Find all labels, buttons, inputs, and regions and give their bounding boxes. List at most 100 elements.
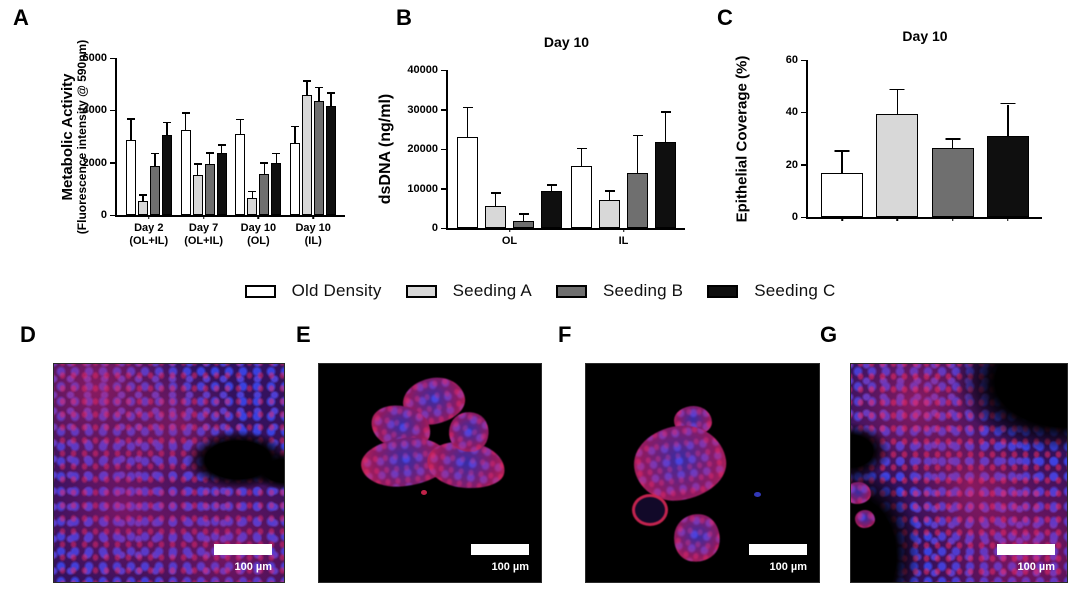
- cell-cluster: [851, 482, 871, 504]
- legend-item-seeding-c: Seeding C: [707, 281, 835, 301]
- bar-slot: [271, 58, 282, 215]
- y-axis-label: Epithelial Coverage (%): [734, 55, 751, 222]
- legend-swatch: [555, 284, 587, 298]
- y-tick-label: 60: [785, 54, 798, 66]
- bar-slot: [513, 70, 534, 228]
- y-tick-mark: [110, 109, 115, 112]
- error-bar-cap: [490, 192, 501, 194]
- error-bar-cap: [632, 134, 643, 137]
- error-bar-line: [275, 154, 278, 164]
- x-category-label: IL: [618, 235, 629, 247]
- bar: [571, 166, 592, 228]
- y-axis-line: [446, 70, 448, 230]
- y-tick-mark: [441, 109, 446, 111]
- chart-legend: Old Density Seeding A Seeding B Seeding C: [0, 281, 1080, 301]
- error-bar-line: [841, 151, 843, 173]
- bar-slot: [627, 70, 648, 228]
- y-tick-mark: [801, 111, 806, 114]
- panel-letter-G: G: [820, 322, 838, 347]
- error-bar-cap: [889, 88, 905, 91]
- x-category-label: Day 2 (OL+IL): [129, 222, 169, 247]
- bar-slot: [541, 70, 562, 228]
- y-tick-mark: [801, 164, 806, 166]
- y-tick-mark: [801, 216, 806, 218]
- x-tick-mark: [841, 217, 843, 221]
- bar: [821, 172, 864, 217]
- bar: [247, 198, 258, 215]
- x-tick-mark: [1007, 217, 1009, 221]
- error-bar-line: [608, 191, 611, 200]
- error-bar-line: [896, 90, 899, 114]
- cell-cluster: [670, 510, 724, 566]
- panel-letter-C: C: [717, 5, 733, 30]
- bar-slot: [655, 70, 676, 228]
- error-bar-cap: [327, 92, 336, 94]
- error-bar-line: [166, 123, 168, 136]
- y-axis-label-line2: (Fluorescence intensity @ 590nm): [75, 39, 89, 234]
- bar-slot: [326, 58, 337, 215]
- error-bar-cap: [546, 184, 557, 186]
- y-axis-line: [115, 58, 117, 217]
- bar-slot: [125, 58, 136, 215]
- y-axis-label: dsDNA (ng/ml): [377, 94, 395, 205]
- y-tick-label: 0: [431, 222, 438, 234]
- scale-bar-label: 100 µm: [769, 561, 807, 573]
- x-axis-line: [446, 228, 685, 230]
- bar: [986, 135, 1029, 217]
- bar: [204, 163, 215, 215]
- bar-slot: [457, 70, 478, 228]
- bar-slot: [314, 58, 325, 215]
- bar: [513, 220, 534, 228]
- bar: [271, 163, 282, 215]
- bar-slot: [204, 58, 215, 215]
- panel-A-bar-chart: A Metabolic Activity (Fluorescence intens…: [0, 0, 360, 322]
- bar: [137, 200, 148, 215]
- error-bar-line: [306, 81, 308, 96]
- error-bar-line: [466, 108, 469, 138]
- y-tick-label: 4000: [82, 104, 107, 117]
- bar: [541, 190, 562, 228]
- error-bar-line: [522, 214, 525, 221]
- scale-bar: [749, 544, 807, 555]
- bar: [302, 95, 313, 215]
- cell-cluster: [855, 510, 875, 528]
- bar: [216, 152, 227, 215]
- panel-letter-D: D: [20, 322, 36, 347]
- cell-speck: [754, 492, 761, 497]
- error-bar-line: [251, 192, 254, 198]
- legend-swatch: [244, 284, 276, 298]
- bar: [326, 105, 337, 215]
- error-bar-line: [184, 113, 187, 130]
- bar: [627, 173, 648, 228]
- y-tick-label: 10000: [407, 182, 438, 195]
- error-bar-line: [580, 149, 583, 167]
- bar: [931, 147, 974, 217]
- bar: [192, 175, 203, 215]
- bar-group: IL: [571, 70, 676, 247]
- bar: [235, 133, 246, 215]
- micrograph-F: 100 µm: [585, 363, 820, 583]
- cell-cluster: [629, 419, 731, 507]
- bar-slot: [259, 58, 270, 215]
- error-bar-line: [1007, 104, 1009, 136]
- y-tick-mark: [441, 148, 446, 150]
- x-category-label: Day 10 (OL): [240, 222, 277, 247]
- panel-letter-B: B: [396, 5, 412, 30]
- legend-label: Seeding B: [602, 281, 684, 300]
- bar: [457, 137, 478, 228]
- bar: [149, 166, 160, 215]
- legend-swatch: [707, 284, 739, 298]
- error-bar-cap: [162, 121, 171, 124]
- bar: [485, 206, 506, 228]
- error-bar-cap: [1000, 102, 1016, 105]
- error-bar-line: [550, 185, 553, 191]
- legend-swatch: [405, 284, 437, 298]
- error-bar-line: [494, 193, 497, 207]
- y-tick-mark: [441, 69, 446, 71]
- bar: [599, 199, 620, 228]
- error-bar-line: [154, 154, 156, 167]
- y-tick-label: 40000: [407, 64, 438, 76]
- bar: [290, 143, 301, 215]
- y-axis-line: [806, 60, 808, 219]
- error-bar-cap: [193, 163, 202, 165]
